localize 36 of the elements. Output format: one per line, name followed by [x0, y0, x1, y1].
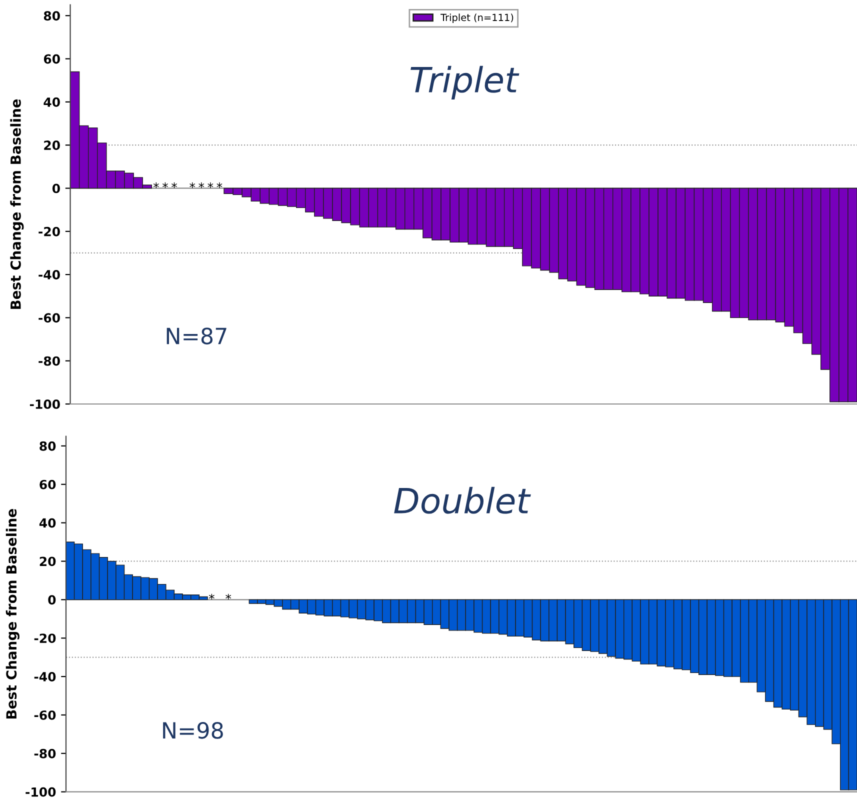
data-label: *: [208, 594, 214, 600]
y-tick-label: -60: [38, 313, 60, 323]
y-tick-label: 80: [44, 11, 60, 21]
annotation: N=87: [166, 328, 226, 344]
y-tick-label: 80: [40, 441, 56, 451]
data-label: *: [190, 182, 196, 188]
y-tick-label: -100: [30, 399, 60, 409]
y-tick-label: -80: [38, 356, 60, 366]
text: Triplet: [410, 66, 520, 100]
y-tick-label: 40: [39, 518, 56, 528]
data-label: *: [216, 182, 222, 188]
y-tick-label: -40: [34, 672, 56, 682]
data-label: *: [153, 182, 159, 188]
y-tick-label: 0: [52, 184, 60, 194]
y-axis-title: Best Change from Baseline: [6, 509, 20, 719]
y-tick-label: 20: [44, 140, 60, 150]
y-tick-label: -80: [34, 748, 56, 758]
y-tick-label: 0: [48, 595, 56, 605]
y-axis-title: Best Change from Baseline: [10, 99, 24, 309]
annotation: N=98: [163, 722, 223, 739]
y-tick-label: -100: [26, 787, 56, 797]
data-label: *: [162, 182, 168, 188]
data-label: *: [172, 182, 178, 188]
y-tick-label: 20: [40, 556, 56, 566]
y-tick-label: 60: [40, 480, 56, 490]
data-label: *: [208, 182, 214, 188]
y-tick-label: -40: [38, 270, 60, 280]
y-tick-label: -60: [34, 710, 56, 720]
y-tick-label: 60: [44, 54, 60, 64]
data-label: *: [226, 594, 232, 600]
y-tick-label: 40: [44, 97, 60, 107]
y-tick-label: -20: [34, 634, 56, 644]
text: Doublet: [394, 486, 531, 514]
data-label: *: [198, 182, 204, 188]
legend-label: Triplet (n=111): [440, 14, 514, 24]
y-tick-label: -20: [38, 226, 60, 236]
